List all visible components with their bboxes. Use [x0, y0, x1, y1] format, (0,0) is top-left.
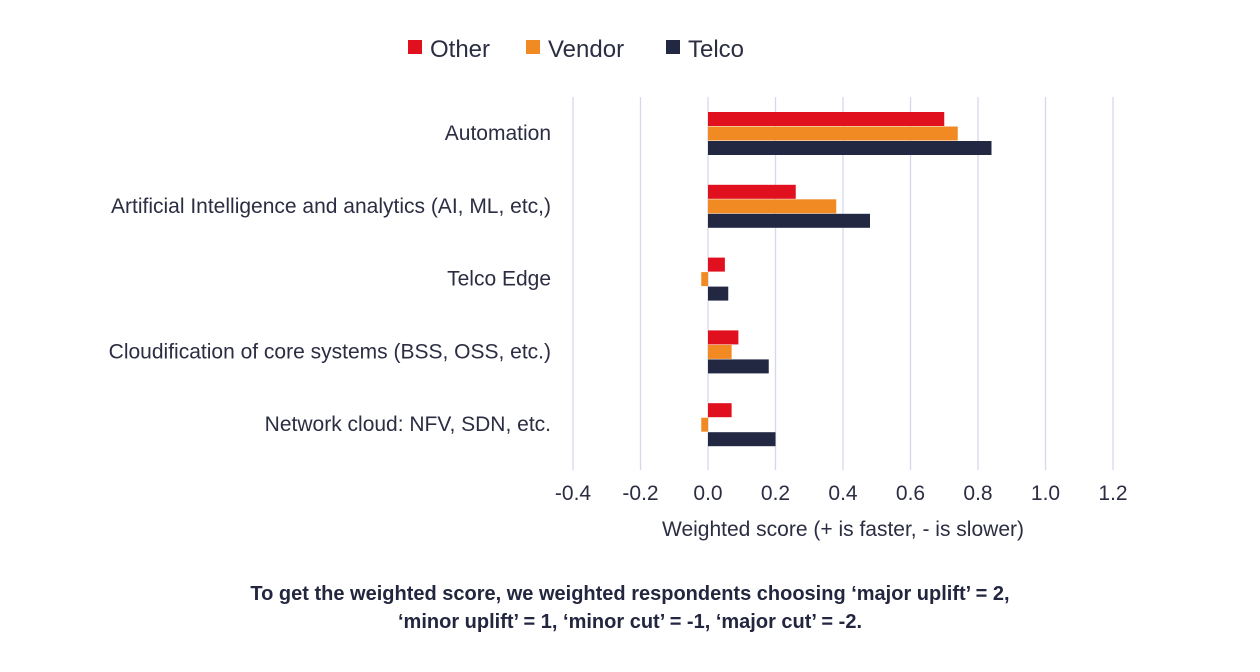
- x-tick-label: 1.2: [1098, 482, 1127, 505]
- x-tick-label: -0.4: [555, 482, 592, 505]
- category-label: Automation: [445, 122, 551, 145]
- bar-vendor: [708, 199, 837, 214]
- category-label: Network cloud: NFV, SDN, etc.: [265, 413, 551, 436]
- x-axis-label: Weighted score (+ is faster, - is slower…: [662, 518, 1024, 541]
- x-tick-label: 0.4: [828, 482, 858, 505]
- footnote: To get the weighted score, we weighted r…: [0, 580, 1260, 636]
- bar-telco: [708, 359, 769, 374]
- bar-telco: [708, 286, 729, 301]
- legend-swatch-other: [408, 40, 422, 54]
- bar-other: [708, 257, 725, 272]
- bar-vendor: [701, 272, 708, 287]
- bar-other: [708, 184, 796, 199]
- legend-label-vendor: Vendor: [548, 36, 624, 63]
- legend-label-telco: Telco: [688, 36, 744, 63]
- x-tick-label: 0.0: [693, 482, 722, 505]
- footnote-line-2: ‘minor uplift’ = 1, ‘minor cut’ = -1, ‘m…: [398, 611, 862, 633]
- legend-swatch-vendor: [526, 40, 540, 54]
- category-label: Artificial Intelligence and analytics (A…: [111, 195, 551, 218]
- bar-vendor: [701, 417, 708, 432]
- x-tick-label: -0.2: [622, 482, 658, 505]
- bar-telco: [708, 432, 776, 447]
- legend-label-other: Other: [430, 36, 490, 63]
- bar-other: [708, 112, 945, 126]
- bar-other: [708, 403, 732, 418]
- bar-vendor: [708, 126, 958, 141]
- bar-telco: [708, 213, 870, 228]
- footnote-line-1: To get the weighted score, we weighted r…: [250, 583, 1010, 605]
- x-tick-label: 1.0: [1031, 482, 1060, 505]
- x-tick-label: 0.2: [761, 482, 790, 505]
- x-tick-label: 0.8: [963, 482, 992, 505]
- category-label: Cloudification of core systems (BSS, OSS…: [109, 340, 551, 363]
- bar-vendor: [708, 344, 732, 359]
- bar-telco: [708, 141, 992, 155]
- x-tick-label: 0.6: [896, 482, 925, 505]
- legend-swatch-telco: [666, 40, 680, 54]
- bar-other: [708, 330, 739, 345]
- category-label: Telco Edge: [447, 268, 551, 291]
